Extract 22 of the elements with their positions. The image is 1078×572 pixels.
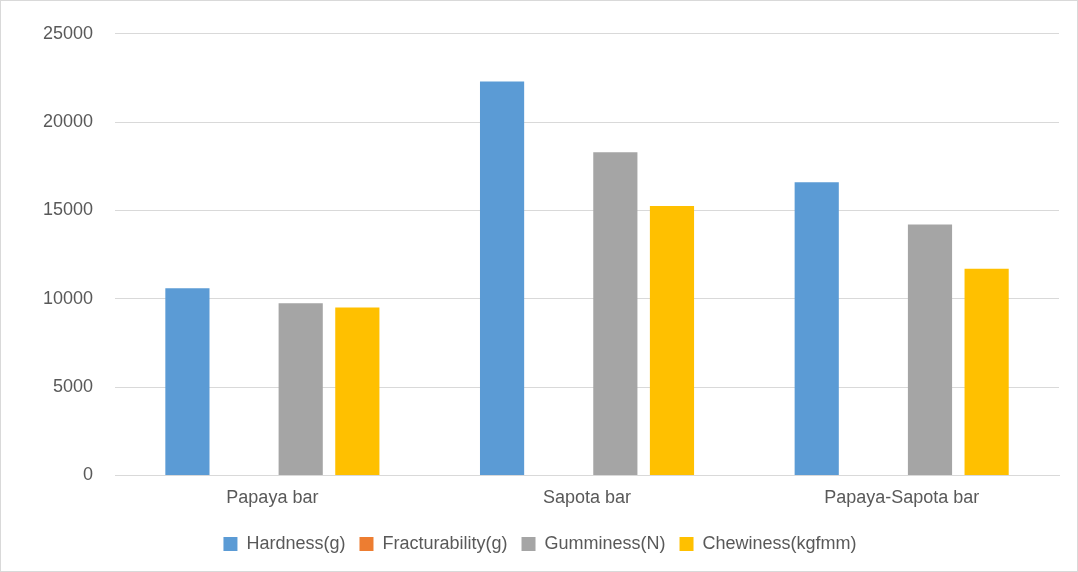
legend-label: Hardness(g) [246, 532, 346, 553]
bar [593, 152, 638, 475]
legend-label: Chewiness(kgfmm) [702, 532, 857, 553]
bar [479, 81, 525, 475]
bar [649, 206, 695, 475]
bar [278, 303, 323, 475]
bar [964, 268, 1009, 475]
bar [794, 182, 839, 475]
x-tick-label: Papaya bar [226, 487, 319, 508]
x-tick-label: Papaya-Sapota bar [824, 487, 980, 508]
y-tick-label: 25000 [42, 22, 94, 43]
bar [335, 307, 380, 475]
legend-label: Gumminess(N) [544, 532, 666, 553]
y-tick-label: 10000 [42, 287, 94, 308]
y-tick-label: 0 [83, 464, 94, 485]
legend-label: Fracturability(g) [382, 532, 508, 553]
y-tick-label: 15000 [42, 199, 94, 220]
x-tick-label: Sapota bar [542, 487, 632, 508]
bar [165, 288, 210, 475]
y-tick-label: 5000 [53, 376, 94, 397]
bar [907, 224, 953, 475]
y-tick-label: 20000 [42, 111, 94, 132]
